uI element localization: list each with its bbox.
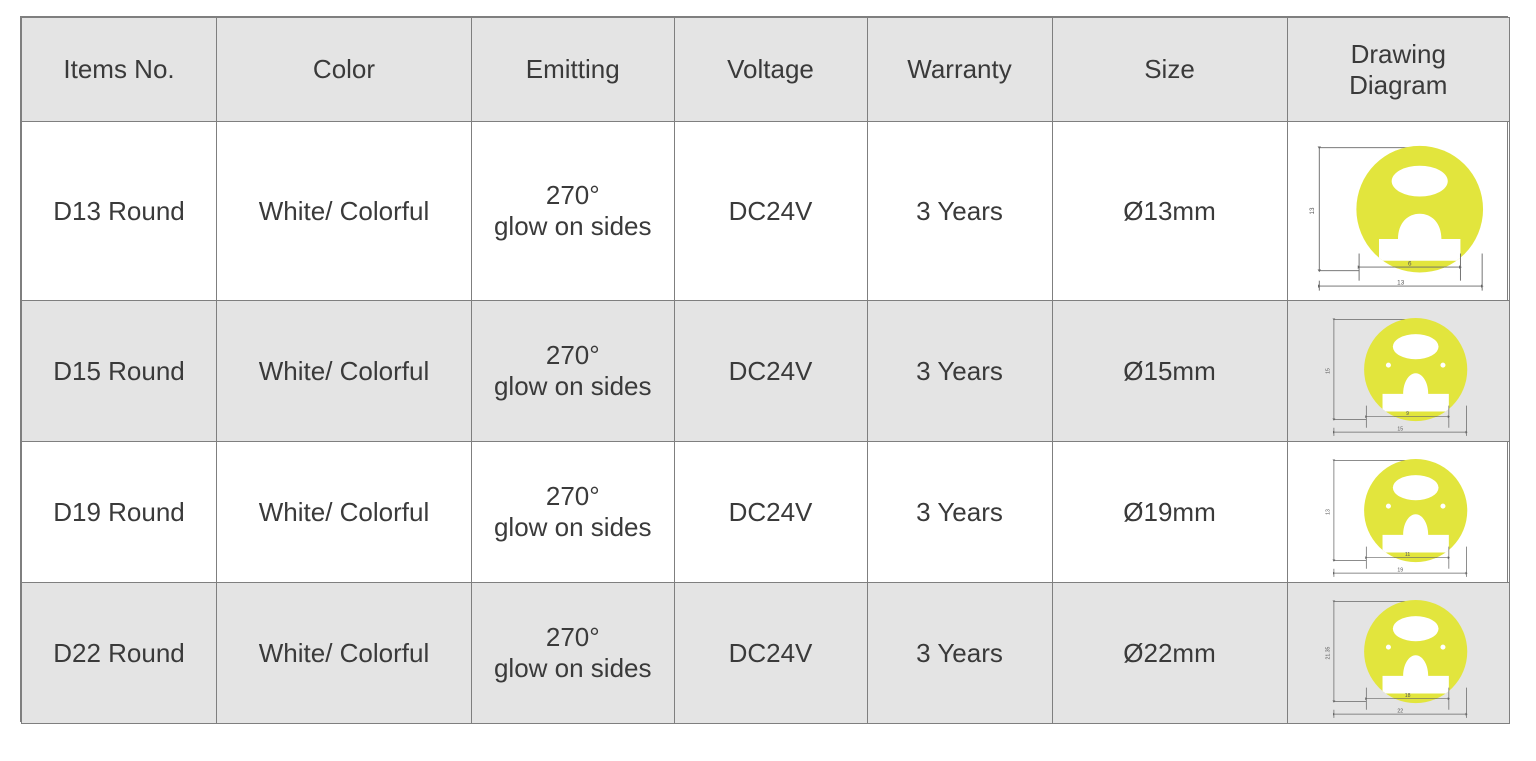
svg-text:18: 18 [1405,693,1411,699]
svg-text:13: 13 [1309,207,1316,215]
svg-text:21.35: 21.35 [1326,646,1332,659]
svg-text:15: 15 [1398,427,1404,433]
svg-text:13: 13 [1397,279,1405,286]
svg-text:11: 11 [1405,552,1410,558]
svg-text:15: 15 [1326,368,1332,374]
svg-text:6: 6 [1408,260,1412,267]
svg-text:9: 9 [1406,411,1409,417]
svg-text:22: 22 [1398,709,1404,715]
svg-text:19: 19 [1398,568,1404,574]
svg-text:13: 13 [1326,509,1332,515]
